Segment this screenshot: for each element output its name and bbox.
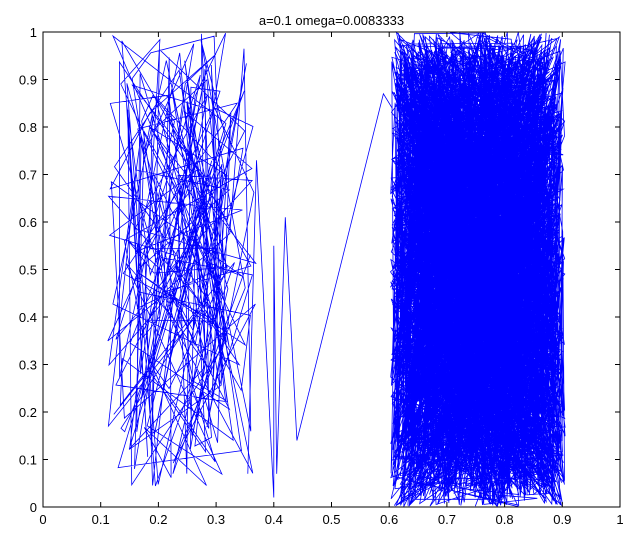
x-tick-label: 0 <box>39 512 46 527</box>
x-tick-label: 0.6 <box>380 512 398 527</box>
chart-title: a=0.1 omega=0.0083333 <box>259 13 404 28</box>
series-line-dense <box>390 32 565 507</box>
x-tick-label: 0.8 <box>496 512 514 527</box>
x-tick-label: 0.1 <box>92 512 110 527</box>
y-tick-label: 0.1 <box>19 453 37 468</box>
y-tick-label: 0.6 <box>19 215 37 230</box>
x-tick-label: 0.5 <box>322 512 340 527</box>
data-layer <box>108 32 565 507</box>
y-tick-label: 0 <box>30 500 37 515</box>
x-tick-label: 0.3 <box>207 512 225 527</box>
y-tick-label: 0.3 <box>19 358 37 373</box>
y-tick-label: 0.4 <box>19 310 37 325</box>
y-tick-label: 0.7 <box>19 168 37 183</box>
series-line-sparse <box>108 33 256 486</box>
x-tick-label: 1 <box>616 512 623 527</box>
y-tick-label: 1 <box>30 25 37 40</box>
x-tick-label: 0.7 <box>438 512 456 527</box>
y-tick-label: 0.9 <box>19 73 37 88</box>
series-line-transition <box>248 94 392 498</box>
y-tick-label: 0.5 <box>19 263 37 278</box>
x-tick-label: 0.2 <box>149 512 167 527</box>
y-tick-label: 0.2 <box>19 405 37 420</box>
y-tick-label: 0.8 <box>19 120 37 135</box>
x-tick-label: 0.9 <box>553 512 571 527</box>
x-tick-label: 0.4 <box>265 512 283 527</box>
